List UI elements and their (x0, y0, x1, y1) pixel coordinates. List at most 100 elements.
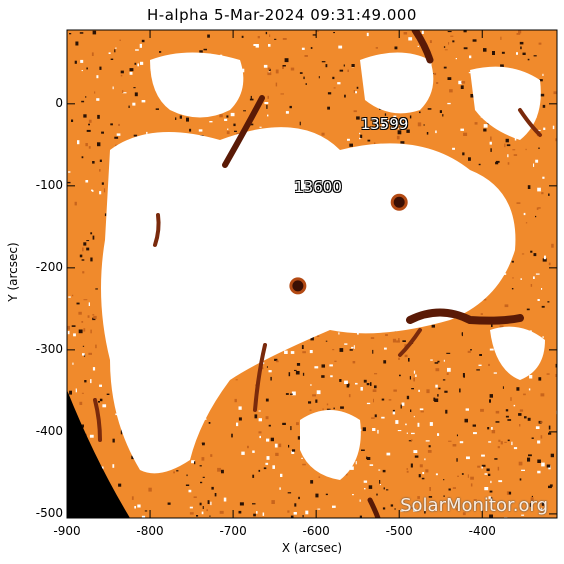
texture-speck (257, 36, 260, 39)
texture-speck (533, 276, 535, 279)
texture-speck (437, 360, 440, 363)
texture-speck (114, 49, 116, 53)
texture-speck (254, 414, 258, 419)
texture-speck (327, 106, 330, 110)
texture-speck (533, 253, 537, 257)
texture-speck (467, 474, 469, 478)
texture-speck (415, 374, 417, 377)
texture-speck (198, 129, 203, 132)
texture-speck (546, 464, 551, 468)
texture-speck (548, 485, 552, 489)
texture-speck (102, 404, 107, 408)
texture-speck (188, 489, 192, 493)
plage-region (360, 52, 434, 114)
texture-speck (282, 38, 287, 40)
texture-speck (316, 335, 320, 337)
texture-speck (292, 449, 296, 452)
texture-speck (510, 397, 512, 401)
texture-speck (69, 390, 72, 395)
texture-speck (134, 62, 137, 65)
solar-image (67, 30, 557, 518)
texture-speck (500, 441, 503, 445)
texture-speck (242, 68, 245, 73)
texture-speck (280, 473, 283, 477)
texture-speck (461, 332, 463, 336)
texture-speck (472, 424, 476, 427)
texture-speck (374, 373, 378, 375)
texture-speck (408, 440, 412, 442)
texture-speck (86, 247, 90, 251)
texture-speck (83, 242, 87, 246)
texture-speck (271, 500, 275, 504)
texture-speck (552, 125, 555, 130)
texture-speck (110, 123, 113, 126)
texture-speck (409, 115, 412, 119)
texture-speck (546, 373, 550, 375)
texture-speck (410, 409, 412, 412)
texture-speck (289, 105, 292, 109)
texture-speck (435, 384, 438, 388)
texture-speck (392, 409, 395, 413)
texture-speck (243, 110, 246, 112)
texture-speck (359, 132, 361, 135)
texture-speck (88, 146, 91, 149)
texture-speck (516, 202, 521, 204)
texture-speck (97, 114, 100, 119)
texture-speck (448, 42, 450, 45)
texture-speck (223, 497, 227, 502)
texture-speck (484, 473, 488, 475)
texture-speck (448, 488, 451, 491)
texture-speck (428, 496, 433, 498)
texture-speck (302, 372, 305, 376)
texture-speck (480, 313, 483, 315)
texture-speck (555, 374, 557, 377)
texture-speck (275, 69, 279, 74)
texture-speck (337, 82, 341, 85)
texture-speck (201, 511, 204, 515)
texture-speck (303, 76, 305, 80)
texture-speck (429, 487, 431, 491)
texture-speck (321, 132, 325, 136)
texture-speck (538, 129, 541, 131)
texture-speck (449, 89, 453, 93)
texture-speck (506, 491, 510, 495)
texture-speck (507, 439, 510, 442)
texture-speck (262, 361, 265, 365)
texture-speck (146, 131, 148, 134)
texture-speck (253, 44, 257, 46)
texture-speck (528, 454, 532, 457)
texture-speck (67, 331, 70, 335)
texture-speck (516, 33, 521, 35)
y-axis-label: Y (arcsec) (6, 242, 20, 302)
texture-speck (472, 39, 477, 42)
texture-speck (473, 432, 477, 435)
texture-speck (547, 301, 550, 303)
texture-speck (521, 253, 525, 255)
texture-speck (502, 386, 504, 389)
texture-speck (270, 376, 272, 381)
texture-speck (541, 288, 543, 290)
texture-speck (239, 502, 244, 506)
texture-speck (185, 484, 190, 486)
texture-speck (224, 118, 228, 121)
texture-speck (393, 389, 397, 392)
texture-speck (88, 302, 90, 306)
texture-speck (443, 495, 445, 497)
texture-speck (340, 406, 344, 409)
texture-speck (487, 427, 490, 430)
texture-speck (466, 456, 470, 460)
texture-speck (361, 449, 365, 451)
texture-speck (523, 393, 526, 396)
texture-speck (234, 398, 237, 403)
texture-speck (497, 466, 500, 471)
texture-speck (129, 68, 134, 72)
texture-speck (74, 60, 77, 64)
texture-speck (442, 379, 446, 381)
texture-speck (422, 472, 425, 475)
texture-speck (530, 284, 533, 287)
texture-speck (461, 473, 464, 475)
texture-speck (384, 347, 387, 350)
texture-speck (343, 64, 345, 67)
texture-speck (104, 213, 107, 217)
